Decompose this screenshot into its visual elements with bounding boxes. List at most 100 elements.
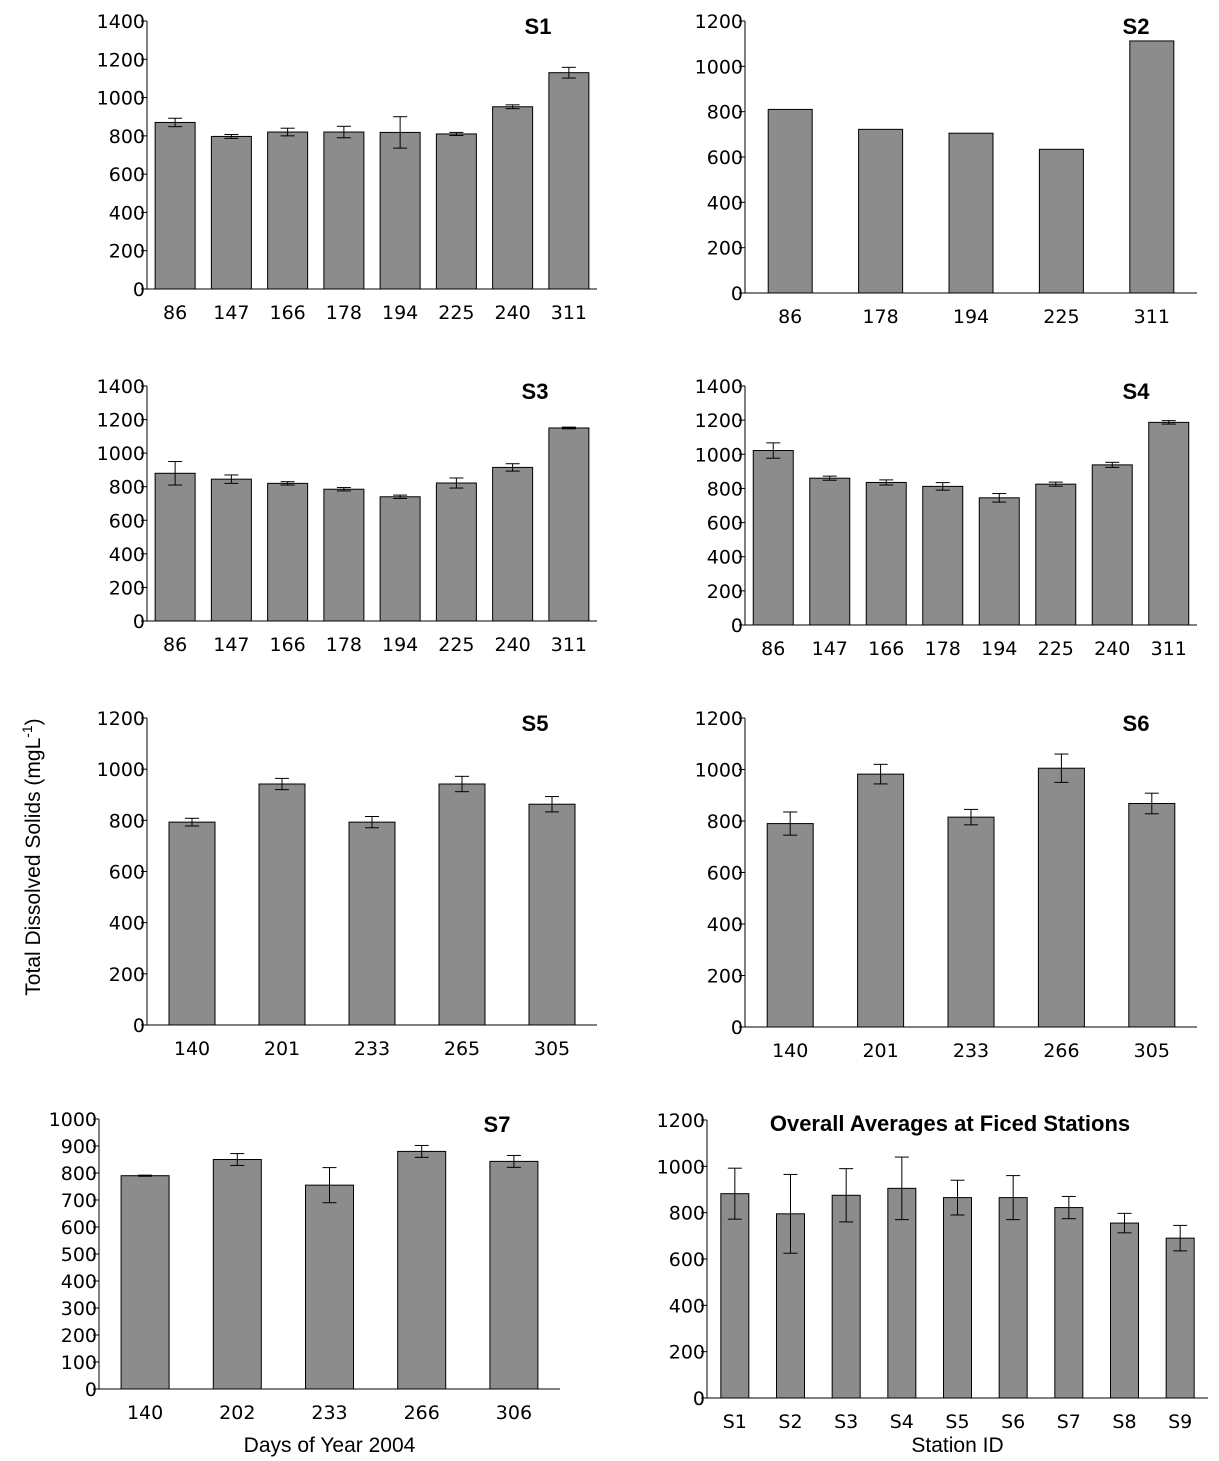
x-tick-label: 86 — [163, 302, 187, 324]
y-tick-label: 1200 — [695, 410, 743, 432]
x-tick-label: S4 — [890, 1411, 914, 1433]
error-bar-233 — [365, 815, 379, 829]
error-bar-147 — [224, 474, 239, 484]
y-tick-label: 1400 — [97, 376, 145, 398]
bar-265 — [438, 783, 486, 1026]
error-bar-S8 — [1117, 1212, 1132, 1234]
x-tick-label: 266 — [1043, 1040, 1079, 1062]
bar-140 — [766, 823, 814, 1028]
y-tick-label: 1200 — [695, 11, 743, 33]
x-tick-label: 311 — [551, 634, 587, 656]
y-tick-label: 0 — [731, 1017, 743, 1039]
y-tick-label: 600 — [109, 510, 145, 532]
y-tick-label: 0 — [133, 279, 145, 301]
chart-title: S2 — [1123, 14, 1150, 39]
error-bar-S6 — [1006, 1175, 1021, 1221]
bar-225 — [1035, 483, 1077, 626]
x-tick-label: 178 — [326, 302, 362, 324]
bar-233 — [947, 816, 995, 1028]
y-tick-label: 1400 — [695, 376, 743, 398]
bar-S3 — [831, 1194, 861, 1399]
y-tick-label: 800 — [109, 477, 145, 499]
bar-194 — [379, 496, 421, 622]
error-bar-266 — [1054, 753, 1069, 783]
x-axis-title: Days of Year 2004 — [244, 1434, 416, 1457]
x-tick-label: S9 — [1168, 1411, 1192, 1433]
chart-title: S4 — [1123, 379, 1151, 404]
y-tick-label: 200 — [61, 1325, 97, 1347]
bar-86 — [767, 108, 813, 294]
error-bar-306 — [506, 1154, 521, 1168]
error-bar-166 — [879, 479, 894, 486]
y-tick-label: 900 — [61, 1136, 97, 1158]
y-axis-title: Total Dissolved Solids (mgL-1) — [19, 718, 45, 995]
x-tick-label: 147 — [213, 634, 249, 656]
bar-311 — [1148, 421, 1190, 626]
bar-311 — [1129, 40, 1175, 294]
x-axis-title: Station ID — [911, 1434, 1003, 1457]
error-bar-166 — [280, 127, 295, 137]
bar-S2 — [776, 1213, 805, 1399]
x-tick-label: 147 — [812, 638, 848, 660]
error-bar-194 — [393, 116, 408, 149]
bar-225 — [435, 482, 477, 622]
bar-305 — [1128, 802, 1176, 1028]
y-tick-label: 1000 — [97, 443, 145, 465]
y-tick-label: 400 — [61, 1271, 97, 1293]
y-tick-label: 600 — [669, 1249, 705, 1271]
y-tick-label: 400 — [707, 914, 743, 936]
chart-title: Overall Averages at Ficed Stations — [770, 1111, 1130, 1136]
bar-240 — [1091, 464, 1133, 626]
bar-S1 — [720, 1193, 750, 1399]
error-bar-S3 — [839, 1168, 854, 1223]
x-tick-label: 140 — [174, 1038, 210, 1060]
x-tick-label: 225 — [438, 634, 474, 656]
error-bar-311 — [561, 426, 576, 430]
bar-306 — [489, 1160, 539, 1390]
bar-147 — [210, 135, 252, 290]
bar-166 — [865, 481, 907, 626]
y-tick-label: 800 — [707, 102, 743, 124]
chart-panel-s6: 0 200 400 600 800 1000 1200 140 201 233 266 305 S6 — [695, 708, 1197, 1062]
y-tick-label: 700 — [61, 1190, 97, 1212]
y-tick-label: 1200 — [97, 49, 145, 71]
error-bar-140 — [138, 1174, 153, 1177]
y-tick-label: 0 — [693, 1388, 705, 1410]
x-tick-label: 86 — [778, 306, 802, 328]
y-tick-label: 200 — [109, 241, 145, 263]
x-tick-label: 86 — [163, 634, 187, 656]
bar-194 — [978, 497, 1020, 626]
x-tick-label: 166 — [868, 638, 904, 660]
bar-233 — [305, 1184, 354, 1390]
y-tick-label: 600 — [707, 147, 743, 169]
bar-225 — [435, 133, 477, 290]
bar-202 — [212, 1159, 262, 1390]
x-tick-label: 240 — [1094, 638, 1130, 660]
error-bar-305 — [545, 796, 559, 813]
y-tick-label: 1400 — [97, 11, 145, 33]
x-tick-label: 178 — [925, 638, 961, 660]
y-tick-label: 100 — [61, 1352, 97, 1374]
y-tick-label: 0 — [731, 283, 743, 305]
error-bar-S4 — [894, 1156, 909, 1221]
bar-178 — [323, 131, 365, 290]
error-bar-86 — [766, 442, 781, 459]
y-tick-label: 1200 — [97, 708, 145, 730]
error-bar-178 — [336, 487, 351, 492]
y-tick-label: 400 — [109, 202, 145, 224]
y-tick-label: 600 — [61, 1217, 97, 1239]
y-tick-label: 200 — [707, 966, 743, 988]
error-bar-311 — [561, 66, 576, 79]
x-tick-label: 194 — [981, 638, 1017, 660]
y-tick-label: 600 — [707, 513, 743, 535]
y-tick-label: 800 — [109, 810, 145, 832]
bar-201 — [857, 773, 905, 1028]
x-tick-label: 178 — [862, 306, 898, 328]
error-bar-202 — [230, 1153, 245, 1166]
y-axis-title-close: ) — [22, 718, 45, 725]
error-bar-225 — [449, 131, 464, 136]
x-tick-label: 194 — [382, 634, 418, 656]
y-tick-label: 600 — [707, 863, 743, 885]
y-tick-label: 1200 — [695, 708, 743, 730]
y-tick-label: 1000 — [695, 444, 743, 466]
